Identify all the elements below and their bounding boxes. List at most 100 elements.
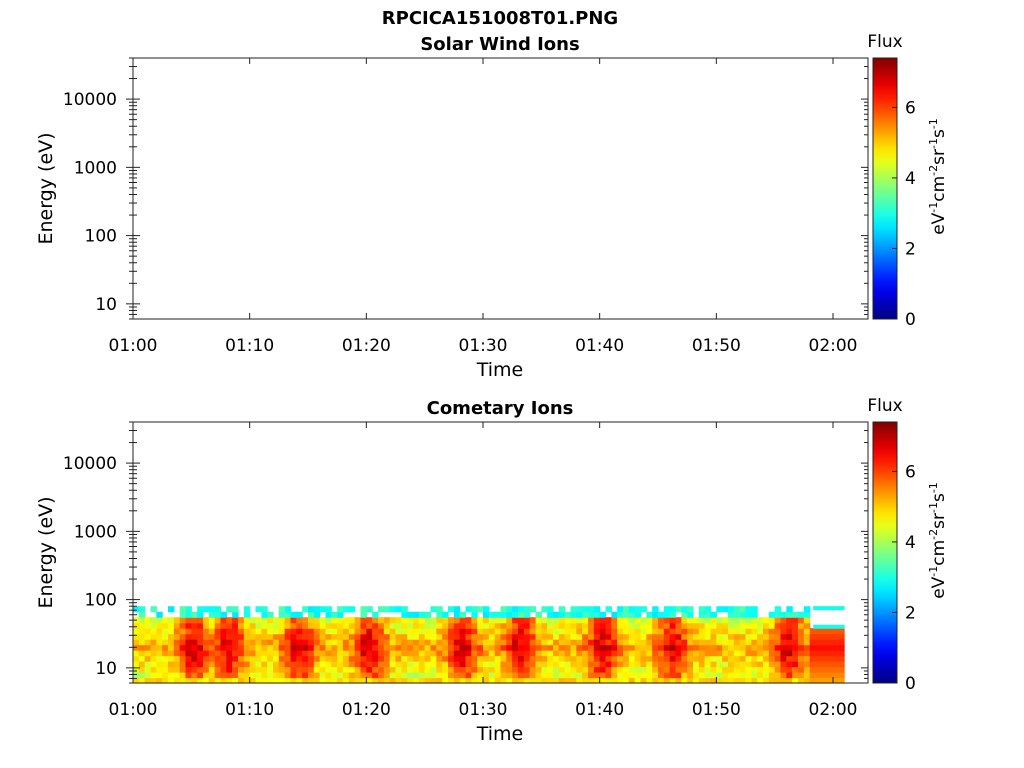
heatmap-cell (611, 655, 618, 662)
heatmap-cell (745, 617, 752, 624)
heatmap-cell (582, 611, 589, 618)
heatmap-cell (658, 611, 665, 618)
heatmap-cell (348, 622, 356, 629)
heatmap-cell (582, 677, 589, 684)
heatmap-cell (453, 655, 461, 662)
heatmap-cell (173, 655, 181, 662)
heatmap-cell (512, 672, 519, 679)
heatmap-cell (483, 677, 490, 684)
heatmap-cell (278, 666, 286, 673)
heatmap-cell (173, 628, 181, 635)
heatmap-cell (232, 611, 239, 618)
heatmap-cell (150, 633, 157, 640)
heatmap-cell (208, 655, 216, 662)
heatmap-cell (203, 672, 210, 679)
heatmap-cell (261, 639, 268, 646)
heatmap-cell (558, 628, 566, 635)
heatmap-cell (226, 633, 233, 640)
heatmap-cell (757, 628, 764, 635)
heatmap-cell (197, 677, 204, 684)
heatmap-cell (698, 666, 706, 673)
heatmap-cell (179, 644, 187, 651)
heatmap-cell (681, 644, 688, 651)
heatmap-cell (226, 655, 233, 662)
heatmap-cell (582, 633, 589, 640)
heatmap-cell (809, 677, 845, 684)
heatmap-cell (442, 650, 449, 657)
heatmap-cell (792, 617, 799, 624)
heatmap-cell (710, 628, 717, 635)
heatmap-cell (360, 677, 367, 684)
heatmap-cell (547, 644, 554, 651)
x-tick-label: 01:50 (692, 336, 741, 356)
heatmap-cell (669, 677, 677, 684)
heatmap-cell (465, 661, 472, 668)
heatmap-cell (337, 633, 344, 640)
heatmap-cell (774, 644, 782, 651)
heatmap-cell (191, 611, 198, 618)
heatmap-cell (278, 661, 286, 668)
heatmap-cell (465, 650, 472, 657)
heatmap-cell (768, 622, 776, 629)
heatmap-cell (535, 677, 542, 684)
heatmap-cell (138, 661, 146, 668)
heatmap-cell (162, 661, 169, 668)
heatmap-cell (652, 633, 659, 640)
heatmap-cell (488, 633, 496, 640)
heatmap-cell (768, 633, 776, 640)
heatmap-cell (786, 655, 793, 662)
heatmap-cell (150, 639, 157, 646)
heatmap-cell (144, 677, 152, 684)
heatmap-cell (669, 611, 677, 618)
heatmap-cell (558, 666, 566, 673)
heatmap-cell (343, 606, 350, 613)
heatmap-cell (430, 655, 437, 662)
heatmap-cell (786, 639, 793, 646)
heatmap-cell (500, 655, 507, 662)
heatmap-cell (553, 622, 560, 629)
heatmap-cell (267, 628, 274, 635)
heatmap-cell (133, 633, 140, 640)
heatmap-cell (570, 628, 577, 635)
heatmap-cell (179, 661, 187, 668)
heatmap-cell (803, 666, 811, 673)
y-tick-label: 1000 (74, 158, 117, 178)
heatmap-cell (302, 628, 309, 635)
heatmap-cell (582, 617, 589, 624)
heatmap-cell (255, 622, 262, 629)
heatmap-cell (535, 661, 542, 668)
heatmap-cell (278, 644, 286, 651)
heatmap-cell (710, 672, 717, 679)
heatmap-cell (652, 661, 659, 668)
heatmap-cell (179, 617, 187, 624)
heatmap-cell (150, 617, 157, 624)
heatmap-cell (255, 628, 262, 635)
heatmap-cell (652, 606, 659, 613)
heatmap-cell (267, 644, 274, 651)
heatmap-cell (774, 622, 782, 629)
heatmap-cell (284, 655, 292, 662)
heatmap-cell (570, 644, 577, 651)
heatmap-cell (728, 666, 735, 673)
heatmap-cell (430, 633, 437, 640)
heatmap-cell (179, 672, 187, 679)
heatmap-cell (249, 617, 257, 624)
heatmap-cell (278, 655, 286, 662)
heatmap-cell (162, 617, 169, 624)
heatmap-cell (588, 617, 595, 624)
heatmap-cell (208, 606, 216, 613)
heatmap-cell (203, 639, 210, 646)
heatmap-cell (623, 644, 630, 651)
heatmap-cell (558, 606, 566, 613)
heatmap-cell (798, 611, 805, 618)
heatmap-cell (488, 650, 496, 657)
heatmap-cell (529, 672, 537, 679)
heatmap-cell (751, 677, 758, 684)
heatmap-cell (144, 666, 152, 673)
heatmap-cell (407, 672, 414, 679)
heatmap-cell (757, 639, 764, 646)
heatmap-cell (722, 628, 729, 635)
heatmap-cell (208, 644, 216, 651)
heatmap-cell (255, 672, 262, 679)
heatmap-cell (605, 661, 612, 668)
